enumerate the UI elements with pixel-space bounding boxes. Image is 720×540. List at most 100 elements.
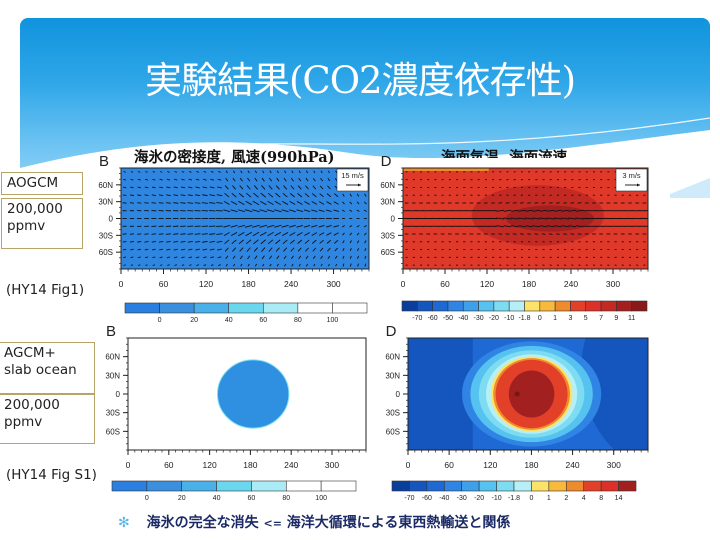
wind-vector: [534, 202, 539, 204]
wind-vector: [561, 209, 569, 212]
wind-vector: [364, 263, 367, 267]
wind-vector: [357, 255, 359, 259]
wind-vector: [158, 202, 164, 204]
x-tick-label: 120: [480, 279, 494, 289]
wind-vector: [232, 247, 237, 252]
wind-vector: [223, 232, 230, 237]
wind-vector: [165, 202, 171, 204]
colorbar-cell: [228, 302, 264, 314]
wind-vector: [282, 239, 288, 245]
y-tick-label: 60N: [98, 181, 113, 190]
wind-vector: [268, 247, 273, 252]
wind-vector: [137, 256, 141, 259]
wind-vector: [319, 185, 324, 190]
panel-content: [408, 338, 648, 450]
wind-vector: [166, 178, 171, 181]
wind-vector: [364, 193, 367, 197]
wind-vector: [267, 231, 274, 237]
asterisk-bullet-icon: ✻: [118, 515, 130, 531]
wind-vector: [313, 170, 316, 174]
wind-vector: [247, 177, 251, 182]
colorbar-cell: [631, 300, 648, 312]
wind-vector: [319, 239, 324, 244]
wind-vector: [266, 224, 275, 228]
wind-vector: [283, 177, 287, 182]
wind-vector: [240, 263, 243, 267]
wind-vector: [496, 225, 505, 228]
x-tick-label: 60: [159, 279, 169, 289]
wind-vector: [130, 171, 134, 173]
wind-vector: [253, 192, 259, 198]
wind-vector: [334, 247, 338, 252]
panel-letter: D: [381, 153, 392, 170]
wind-vector: [173, 248, 178, 251]
wind-vector: [260, 239, 266, 245]
y-tick-label: 30N: [380, 198, 395, 207]
wind-vector: [349, 248, 352, 252]
wind-vector: [283, 247, 288, 252]
wind-vector: [216, 240, 223, 243]
colorbar-label: -1.8: [508, 495, 520, 502]
wind-vector: [268, 185, 273, 190]
y-tick-label: 0: [116, 390, 121, 399]
wind-vector: [527, 233, 532, 235]
sst-max-marker: [514, 391, 520, 397]
wind-vector: [297, 239, 303, 244]
wind-vector: [319, 247, 324, 252]
wind-vector: [320, 177, 323, 182]
wind-vector: [554, 225, 562, 228]
y-tick-label: 60S: [99, 248, 113, 257]
wind-vector: [510, 225, 519, 228]
model-line1: AGCM+: [4, 345, 56, 361]
wind-vector: [167, 264, 170, 266]
wind-vector: [305, 177, 309, 182]
wind-vector: [505, 202, 510, 204]
wind-vector: [525, 217, 534, 220]
wind-vector: [320, 255, 323, 260]
wind-vector: [575, 225, 584, 228]
left-column-title: 海氷の密接度, 風速(990hPa): [134, 149, 335, 166]
wind-vector: [546, 209, 555, 212]
colorbar-label: 40: [213, 495, 221, 502]
y-tick-label: 0: [109, 215, 114, 224]
colorbar-cell: [478, 300, 495, 312]
colorbar-label: -30: [474, 315, 484, 322]
wind-vector: [512, 233, 517, 235]
wind-vector: [289, 193, 295, 198]
colorbar-label: -60: [428, 315, 438, 322]
wind-vector: [342, 201, 345, 205]
wind-vector: [304, 201, 310, 205]
colorbar-label: 14: [615, 495, 623, 502]
colorbar-cell: [320, 480, 357, 492]
x-tick-label: 180: [243, 460, 257, 470]
wind-vector: [181, 256, 185, 259]
wind-vector: [577, 233, 582, 235]
y-tick-label: 60N: [105, 353, 120, 362]
wind-vector: [510, 217, 519, 220]
wind-vector: [254, 263, 258, 267]
wind-vector: [356, 225, 360, 228]
wind-vector: [512, 202, 517, 204]
wind-vector: [259, 200, 267, 206]
colorbar-label: 0: [145, 495, 149, 502]
wind-vector: [364, 201, 367, 205]
colorbar-label: -10: [504, 315, 514, 322]
wind-vector: [282, 192, 288, 198]
colorbar-label: 20: [178, 495, 186, 502]
wind-vector: [335, 170, 338, 174]
wind-vector: [341, 225, 346, 228]
wind-vector: [130, 241, 134, 243]
colorbar-cell: [391, 480, 410, 492]
wind-vector: [203, 264, 207, 266]
colorbar-cell: [426, 480, 445, 492]
wind-vector: [122, 241, 127, 243]
wind-vector: [297, 193, 303, 198]
colorbar-label: 9: [614, 315, 618, 322]
x-tick-label: 0: [126, 460, 131, 470]
colorbar-cell: [618, 480, 637, 492]
wind-vector: [318, 209, 325, 212]
wind-vector: [181, 264, 185, 266]
colorbar-cell: [524, 300, 541, 312]
wind-vector: [364, 232, 367, 236]
colorbar-cell: [443, 480, 463, 492]
